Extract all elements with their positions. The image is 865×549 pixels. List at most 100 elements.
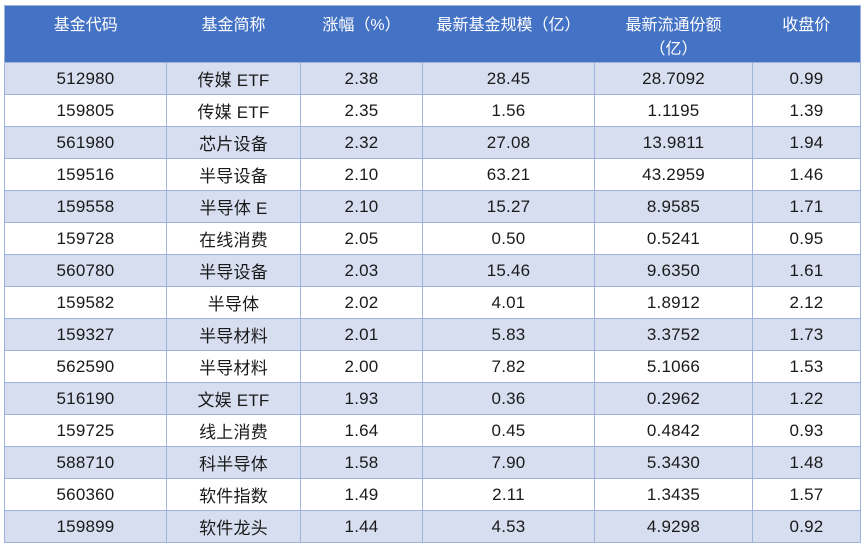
table-row: 512980 传媒 ETF 2.38 28.45 28.7092 0.99 xyxy=(4,62,861,95)
cell-circulating-shares: 4.9298 xyxy=(594,510,753,543)
header-cell-fund-name: 基金简称 xyxy=(166,5,301,63)
cell-fund-code: 159516 xyxy=(4,158,167,191)
header-cell-change-pct: 涨幅（%） xyxy=(300,5,423,63)
cell-circulating-shares: 43.2959 xyxy=(594,158,753,191)
cell-close-price: 1.61 xyxy=(752,254,861,287)
cell-fund-name: 传媒 ETF xyxy=(166,62,301,95)
table-row: 562590 半导材料 2.00 7.82 5.1066 1.53 xyxy=(4,350,861,383)
cell-circulating-shares: 5.1066 xyxy=(594,350,753,383)
cell-fund-size: 7.90 xyxy=(422,446,595,479)
cell-close-price: 1.71 xyxy=(752,190,861,223)
cell-close-price: 1.46 xyxy=(752,158,861,191)
header-cell-close-price: 收盘价 xyxy=(752,5,861,63)
header-cell-fund-size: 最新基金规模（亿） xyxy=(422,5,595,63)
cell-change-pct: 2.00 xyxy=(300,350,423,383)
cell-circulating-shares: 13.9811 xyxy=(594,126,753,159)
table-row: 159582 半导体 2.02 4.01 1.8912 2.12 xyxy=(4,286,861,319)
cell-change-pct: 2.10 xyxy=(300,158,423,191)
cell-change-pct: 2.05 xyxy=(300,222,423,255)
cell-fund-name: 文娱 ETF xyxy=(166,382,301,415)
cell-close-price: 1.53 xyxy=(752,350,861,383)
cell-fund-size: 15.46 xyxy=(422,254,595,287)
cell-fund-name: 半导材料 xyxy=(166,350,301,383)
cell-fund-size: 0.45 xyxy=(422,414,595,447)
cell-circulating-shares: 8.9585 xyxy=(594,190,753,223)
fund-table: 基金代码 基金简称 涨幅（%） 最新基金规模（亿） 最新流通份额（亿） 收盘价 … xyxy=(4,5,861,543)
cell-change-pct: 1.58 xyxy=(300,446,423,479)
table-row: 159725 线上消费 1.64 0.45 0.4842 0.93 xyxy=(4,414,861,447)
cell-fund-name: 半导设备 xyxy=(166,158,301,191)
cell-fund-code: 562590 xyxy=(4,350,167,383)
cell-close-price: 1.39 xyxy=(752,94,861,127)
cell-fund-name: 半导体 xyxy=(166,286,301,319)
cell-close-price: 1.48 xyxy=(752,446,861,479)
table-row: 560780 半导设备 2.03 15.46 9.6350 1.61 xyxy=(4,254,861,287)
cell-fund-name: 软件龙头 xyxy=(166,510,301,543)
table-row: 159327 半导材料 2.01 5.83 3.3752 1.73 xyxy=(4,318,861,351)
cell-fund-size: 27.08 xyxy=(422,126,595,159)
cell-circulating-shares: 0.4842 xyxy=(594,414,753,447)
cell-circulating-shares: 1.8912 xyxy=(594,286,753,319)
cell-circulating-shares: 1.3435 xyxy=(594,478,753,511)
cell-fund-size: 1.56 xyxy=(422,94,595,127)
cell-change-pct: 1.93 xyxy=(300,382,423,415)
cell-change-pct: 1.64 xyxy=(300,414,423,447)
cell-circulating-shares: 9.6350 xyxy=(594,254,753,287)
cell-fund-size: 0.36 xyxy=(422,382,595,415)
cell-fund-code: 560780 xyxy=(4,254,167,287)
cell-close-price: 0.95 xyxy=(752,222,861,255)
cell-circulating-shares: 28.7092 xyxy=(594,62,753,95)
table-row: 159558 半导体 E 2.10 15.27 8.9585 1.71 xyxy=(4,190,861,223)
cell-change-pct: 1.44 xyxy=(300,510,423,543)
cell-fund-name: 在线消费 xyxy=(166,222,301,255)
header-cell-circulating-shares: 最新流通份额（亿） xyxy=(594,5,753,63)
cell-close-price: 0.92 xyxy=(752,510,861,543)
header-cell-fund-code: 基金代码 xyxy=(4,5,167,63)
cell-fund-code: 159899 xyxy=(4,510,167,543)
cell-close-price: 1.73 xyxy=(752,318,861,351)
cell-change-pct: 2.01 xyxy=(300,318,423,351)
cell-fund-size: 2.11 xyxy=(422,478,595,511)
cell-fund-name: 线上消费 xyxy=(166,414,301,447)
cell-fund-name: 软件指数 xyxy=(166,478,301,511)
cell-fund-code: 159805 xyxy=(4,94,167,127)
table-row: 516190 文娱 ETF 1.93 0.36 0.2962 1.22 xyxy=(4,382,861,415)
cell-fund-name: 半导材料 xyxy=(166,318,301,351)
cell-close-price: 1.22 xyxy=(752,382,861,415)
table-row: 561980 芯片设备 2.32 27.08 13.9811 1.94 xyxy=(4,126,861,159)
cell-fund-size: 4.01 xyxy=(422,286,595,319)
cell-fund-size: 4.53 xyxy=(422,510,595,543)
cell-fund-code: 516190 xyxy=(4,382,167,415)
cell-change-pct: 2.32 xyxy=(300,126,423,159)
cell-fund-code: 159558 xyxy=(4,190,167,223)
cell-fund-name: 芯片设备 xyxy=(166,126,301,159)
cell-change-pct: 2.03 xyxy=(300,254,423,287)
table-header: 基金代码 基金简称 涨幅（%） 最新基金规模（亿） 最新流通份额（亿） 收盘价 xyxy=(4,5,861,63)
fund-table-container: 基金代码 基金简称 涨幅（%） 最新基金规模（亿） 最新流通份额（亿） 收盘价 … xyxy=(4,5,861,543)
cell-fund-code: 561980 xyxy=(4,126,167,159)
table-row: 159805 传媒 ETF 2.35 1.56 1.1195 1.39 xyxy=(4,94,861,127)
cell-fund-size: 0.50 xyxy=(422,222,595,255)
cell-fund-name: 科半导体 xyxy=(166,446,301,479)
table-row: 560360 软件指数 1.49 2.11 1.3435 1.57 xyxy=(4,478,861,511)
table-row: 588710 科半导体 1.58 7.90 5.3430 1.48 xyxy=(4,446,861,479)
cell-fund-name: 半导设备 xyxy=(166,254,301,287)
cell-change-pct: 2.38 xyxy=(300,62,423,95)
cell-fund-name: 半导体 E xyxy=(166,190,301,223)
cell-fund-size: 15.27 xyxy=(422,190,595,223)
cell-change-pct: 2.10 xyxy=(300,190,423,223)
table-row: 159899 软件龙头 1.44 4.53 4.9298 0.92 xyxy=(4,510,861,543)
cell-change-pct: 2.35 xyxy=(300,94,423,127)
cell-change-pct: 1.49 xyxy=(300,478,423,511)
cell-close-price: 0.99 xyxy=(752,62,861,95)
cell-fund-size: 7.82 xyxy=(422,350,595,383)
cell-fund-code: 159582 xyxy=(4,286,167,319)
cell-fund-code: 560360 xyxy=(4,478,167,511)
cell-close-price: 2.12 xyxy=(752,286,861,319)
cell-circulating-shares: 1.1195 xyxy=(594,94,753,127)
cell-fund-code: 159725 xyxy=(4,414,167,447)
cell-fund-code: 159327 xyxy=(4,318,167,351)
table-row: 159516 半导设备 2.10 63.21 43.2959 1.46 xyxy=(4,158,861,191)
cell-circulating-shares: 0.2962 xyxy=(594,382,753,415)
cell-close-price: 1.94 xyxy=(752,126,861,159)
